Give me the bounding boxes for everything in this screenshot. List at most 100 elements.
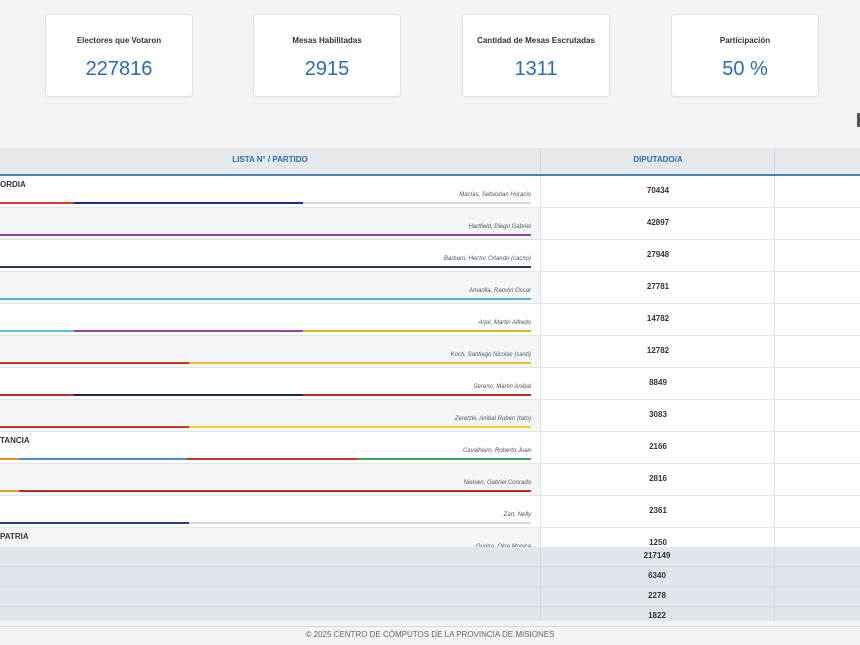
candidate-name: Zeretzki, Anibal Ruben (tato): [454, 416, 531, 422]
extra-cell: [774, 304, 860, 335]
vote-count: 70434: [646, 186, 670, 195]
votes-cell: 8849: [540, 368, 775, 399]
vote-count: 14782: [646, 314, 670, 323]
table-row[interactable]: ORDIA Macías, Sebastian Horacio 70434: [0, 176, 860, 208]
candidate-name: Koch, Santiago Nicolas (santi): [450, 352, 531, 358]
party-color-segment: [302, 330, 531, 332]
summary-card-mesas-habilitadas: Mesas Habilitadas 2915: [253, 14, 401, 97]
candidate-name: Amarilla, Ramón Oscar: [468, 288, 531, 294]
candidate-name: Macías, Sebastian Horacio: [459, 192, 531, 198]
table-row[interactable]: Zeretzki, Anibal Ruben (tato) 3083: [0, 400, 860, 432]
votes-cell: 42897: [540, 208, 775, 239]
extra-cell: [774, 368, 860, 399]
table-row[interactable]: Nielsen, Gabriel Conrado 2816: [0, 464, 860, 496]
vote-count: 42897: [646, 218, 670, 227]
party-color-segment: [0, 522, 189, 524]
table-row[interactable]: Barbaro, Hector Orlando (cacho) 27948: [0, 240, 860, 272]
votes-cell: 27781: [540, 272, 775, 303]
totals-divider: [774, 547, 775, 621]
party-color-bar: [0, 330, 531, 332]
party-color-segment: [18, 490, 531, 492]
vote-count: 8849: [649, 378, 667, 387]
table-row[interactable]: Hartfield, Diego Gabriel 42897: [0, 208, 860, 240]
totals-divider: [540, 547, 541, 621]
party-color-segment: [0, 490, 19, 492]
column-header-diputado[interactable]: DIPUTADO/A: [540, 148, 775, 174]
votes-cell: 14782: [540, 304, 775, 335]
party-color-segment: [0, 266, 531, 268]
totals-section: 217149 6340 2278 1822: [0, 547, 860, 627]
party-cell: Amarilla, Ramón Oscar: [0, 272, 540, 303]
party-color-segment: [0, 298, 531, 300]
party-color-segment: [185, 458, 359, 460]
total-valid-votes: 217149: [643, 551, 671, 560]
results-table: LISTA N° / PARTIDO DIPUTADO/A ORDIA Macía…: [0, 148, 860, 560]
party-color-bar: [0, 362, 531, 364]
candidate-name: Nielsen, Gabriel Conrado: [463, 480, 531, 486]
party-color-bar: [0, 522, 531, 524]
table-row[interactable]: Sereno, Martin Anibal 8849: [0, 368, 860, 400]
table-row[interactable]: Arjol, Martin Alfredo 14782: [0, 304, 860, 336]
total-blank-votes: 6340: [648, 571, 666, 580]
party-color-segment: [188, 522, 531, 524]
table-row[interactable]: Zart, Nelly 2361: [0, 496, 860, 528]
party-color-segment: [302, 202, 531, 204]
party-color-segment: [0, 458, 19, 460]
vote-count: 3083: [649, 410, 667, 419]
table-row[interactable]: Koch, Santiago Nicolas (santi) 12782: [0, 336, 860, 368]
extra-cell: [774, 400, 860, 431]
party-color-bar: [0, 426, 531, 428]
summary-card-value: 2915: [304, 58, 350, 80]
column-header-partido[interactable]: LISTA N° / PARTIDO: [232, 155, 308, 164]
party-cell: Zeretzki, Anibal Ruben (tato): [0, 400, 540, 431]
votes-cell: 3083: [540, 400, 775, 431]
party-cell: Zart, Nelly: [0, 496, 540, 527]
party-color-segment: [188, 362, 531, 364]
summary-card-participacion: Participación 50 %: [671, 14, 819, 97]
extra-cell: [774, 208, 860, 239]
totals-row: 217149: [0, 547, 860, 567]
extra-cell: [774, 464, 860, 495]
party-color-segment: [302, 394, 531, 396]
party-color-segment: [358, 458, 531, 460]
totals-row: 6340: [0, 567, 860, 587]
summary-card-label: Cantidad de Mesas Escrutadas: [477, 36, 595, 45]
party-color-bar: [0, 458, 531, 460]
party-color-segment: [0, 234, 531, 236]
candidate-name: Sereno, Martin Anibal: [473, 384, 531, 390]
party-color-segment: [0, 426, 189, 428]
column-header-extra: [774, 148, 860, 174]
table-row[interactable]: TANCIA Cavalheiro, Roberto Juan 2166: [0, 432, 860, 464]
party-cell: TANCIA Cavalheiro, Roberto Juan: [0, 432, 540, 463]
candidate-name: Hartfield, Diego Gabriel: [468, 224, 531, 230]
party-cell: Nielsen, Gabriel Conrado: [0, 464, 540, 495]
extra-cell: [774, 336, 860, 367]
party-color-segment: [74, 394, 303, 396]
party-cell: Barbaro, Hector Orlando (cacho): [0, 240, 540, 271]
scroll-edge-handle[interactable]: [857, 113, 860, 127]
party-color-segment: [0, 362, 189, 364]
party-cell: Arjol, Martin Alfredo: [0, 304, 540, 335]
footer-copyright: © 2025 CENTRO DE CÓMPUTOS DE LA PROVINCI…: [305, 630, 555, 639]
summary-card-label: Participación: [719, 36, 771, 45]
party-color-bar: [0, 490, 531, 492]
summary-cards: Electores que Votaron 227816 Mesas Habil…: [0, 0, 860, 148]
extra-cell: [774, 432, 860, 463]
candidate-name: Barbaro, Hector Orlando (cacho): [443, 256, 531, 262]
votes-cell: 2166: [540, 432, 775, 463]
party-color-segment: [0, 394, 75, 396]
votes-cell: 2816: [540, 464, 775, 495]
results-table-header: LISTA N° / PARTIDO DIPUTADO/A: [0, 148, 860, 176]
vote-count: 12782: [646, 346, 670, 355]
summary-card-value: 1311: [514, 58, 558, 80]
vote-count: 2166: [649, 442, 667, 451]
party-color-bar: [0, 394, 531, 396]
table-row[interactable]: Amarilla, Ramón Oscar 27781: [0, 272, 860, 304]
party-cell: Koch, Santiago Nicolas (santi): [0, 336, 540, 367]
summary-card-label: Mesas Habilitadas: [292, 36, 362, 45]
summary-card-mesas-escrutadas: Cantidad de Mesas Escrutadas 1311: [462, 14, 610, 97]
party-name: TANCIA: [0, 436, 30, 445]
party-cell: Sereno, Martin Anibal: [0, 368, 540, 399]
summary-card-value: 227816: [85, 58, 153, 80]
vote-count: 27781: [646, 282, 670, 291]
